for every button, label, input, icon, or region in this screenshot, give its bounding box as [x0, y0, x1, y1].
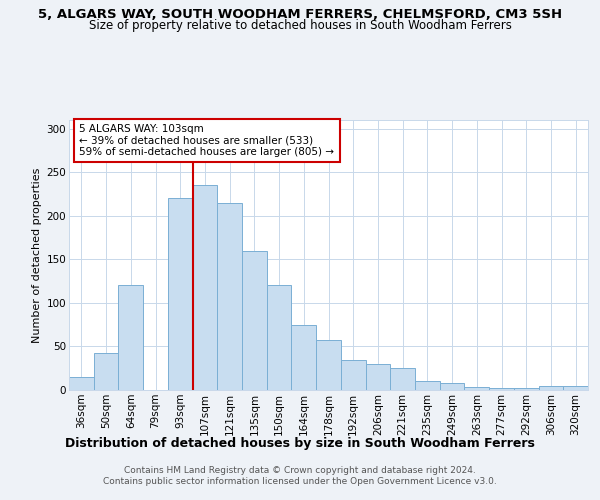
- Y-axis label: Number of detached properties: Number of detached properties: [32, 168, 43, 342]
- Bar: [514, 388, 539, 390]
- Bar: [217, 202, 242, 390]
- Bar: [292, 324, 316, 390]
- Bar: [69, 377, 94, 390]
- Bar: [415, 382, 440, 390]
- Bar: [267, 286, 292, 390]
- Text: 5 ALGARS WAY: 103sqm
← 39% of detached houses are smaller (533)
59% of semi-deta: 5 ALGARS WAY: 103sqm ← 39% of detached h…: [79, 124, 334, 157]
- Text: 5, ALGARS WAY, SOUTH WOODHAM FERRERS, CHELMSFORD, CM3 5SH: 5, ALGARS WAY, SOUTH WOODHAM FERRERS, CH…: [38, 8, 562, 20]
- Bar: [563, 386, 588, 390]
- Bar: [440, 383, 464, 390]
- Text: Contains public sector information licensed under the Open Government Licence v3: Contains public sector information licen…: [103, 477, 497, 486]
- Bar: [341, 360, 365, 390]
- Bar: [539, 386, 563, 390]
- Text: Distribution of detached houses by size in South Woodham Ferrers: Distribution of detached houses by size …: [65, 438, 535, 450]
- Bar: [390, 368, 415, 390]
- Bar: [168, 198, 193, 390]
- Text: Contains HM Land Registry data © Crown copyright and database right 2024.: Contains HM Land Registry data © Crown c…: [124, 466, 476, 475]
- Bar: [365, 364, 390, 390]
- Bar: [489, 388, 514, 390]
- Bar: [316, 340, 341, 390]
- Bar: [242, 250, 267, 390]
- Bar: [464, 388, 489, 390]
- Bar: [118, 286, 143, 390]
- Bar: [193, 186, 217, 390]
- Text: Size of property relative to detached houses in South Woodham Ferrers: Size of property relative to detached ho…: [89, 18, 511, 32]
- Bar: [94, 354, 118, 390]
